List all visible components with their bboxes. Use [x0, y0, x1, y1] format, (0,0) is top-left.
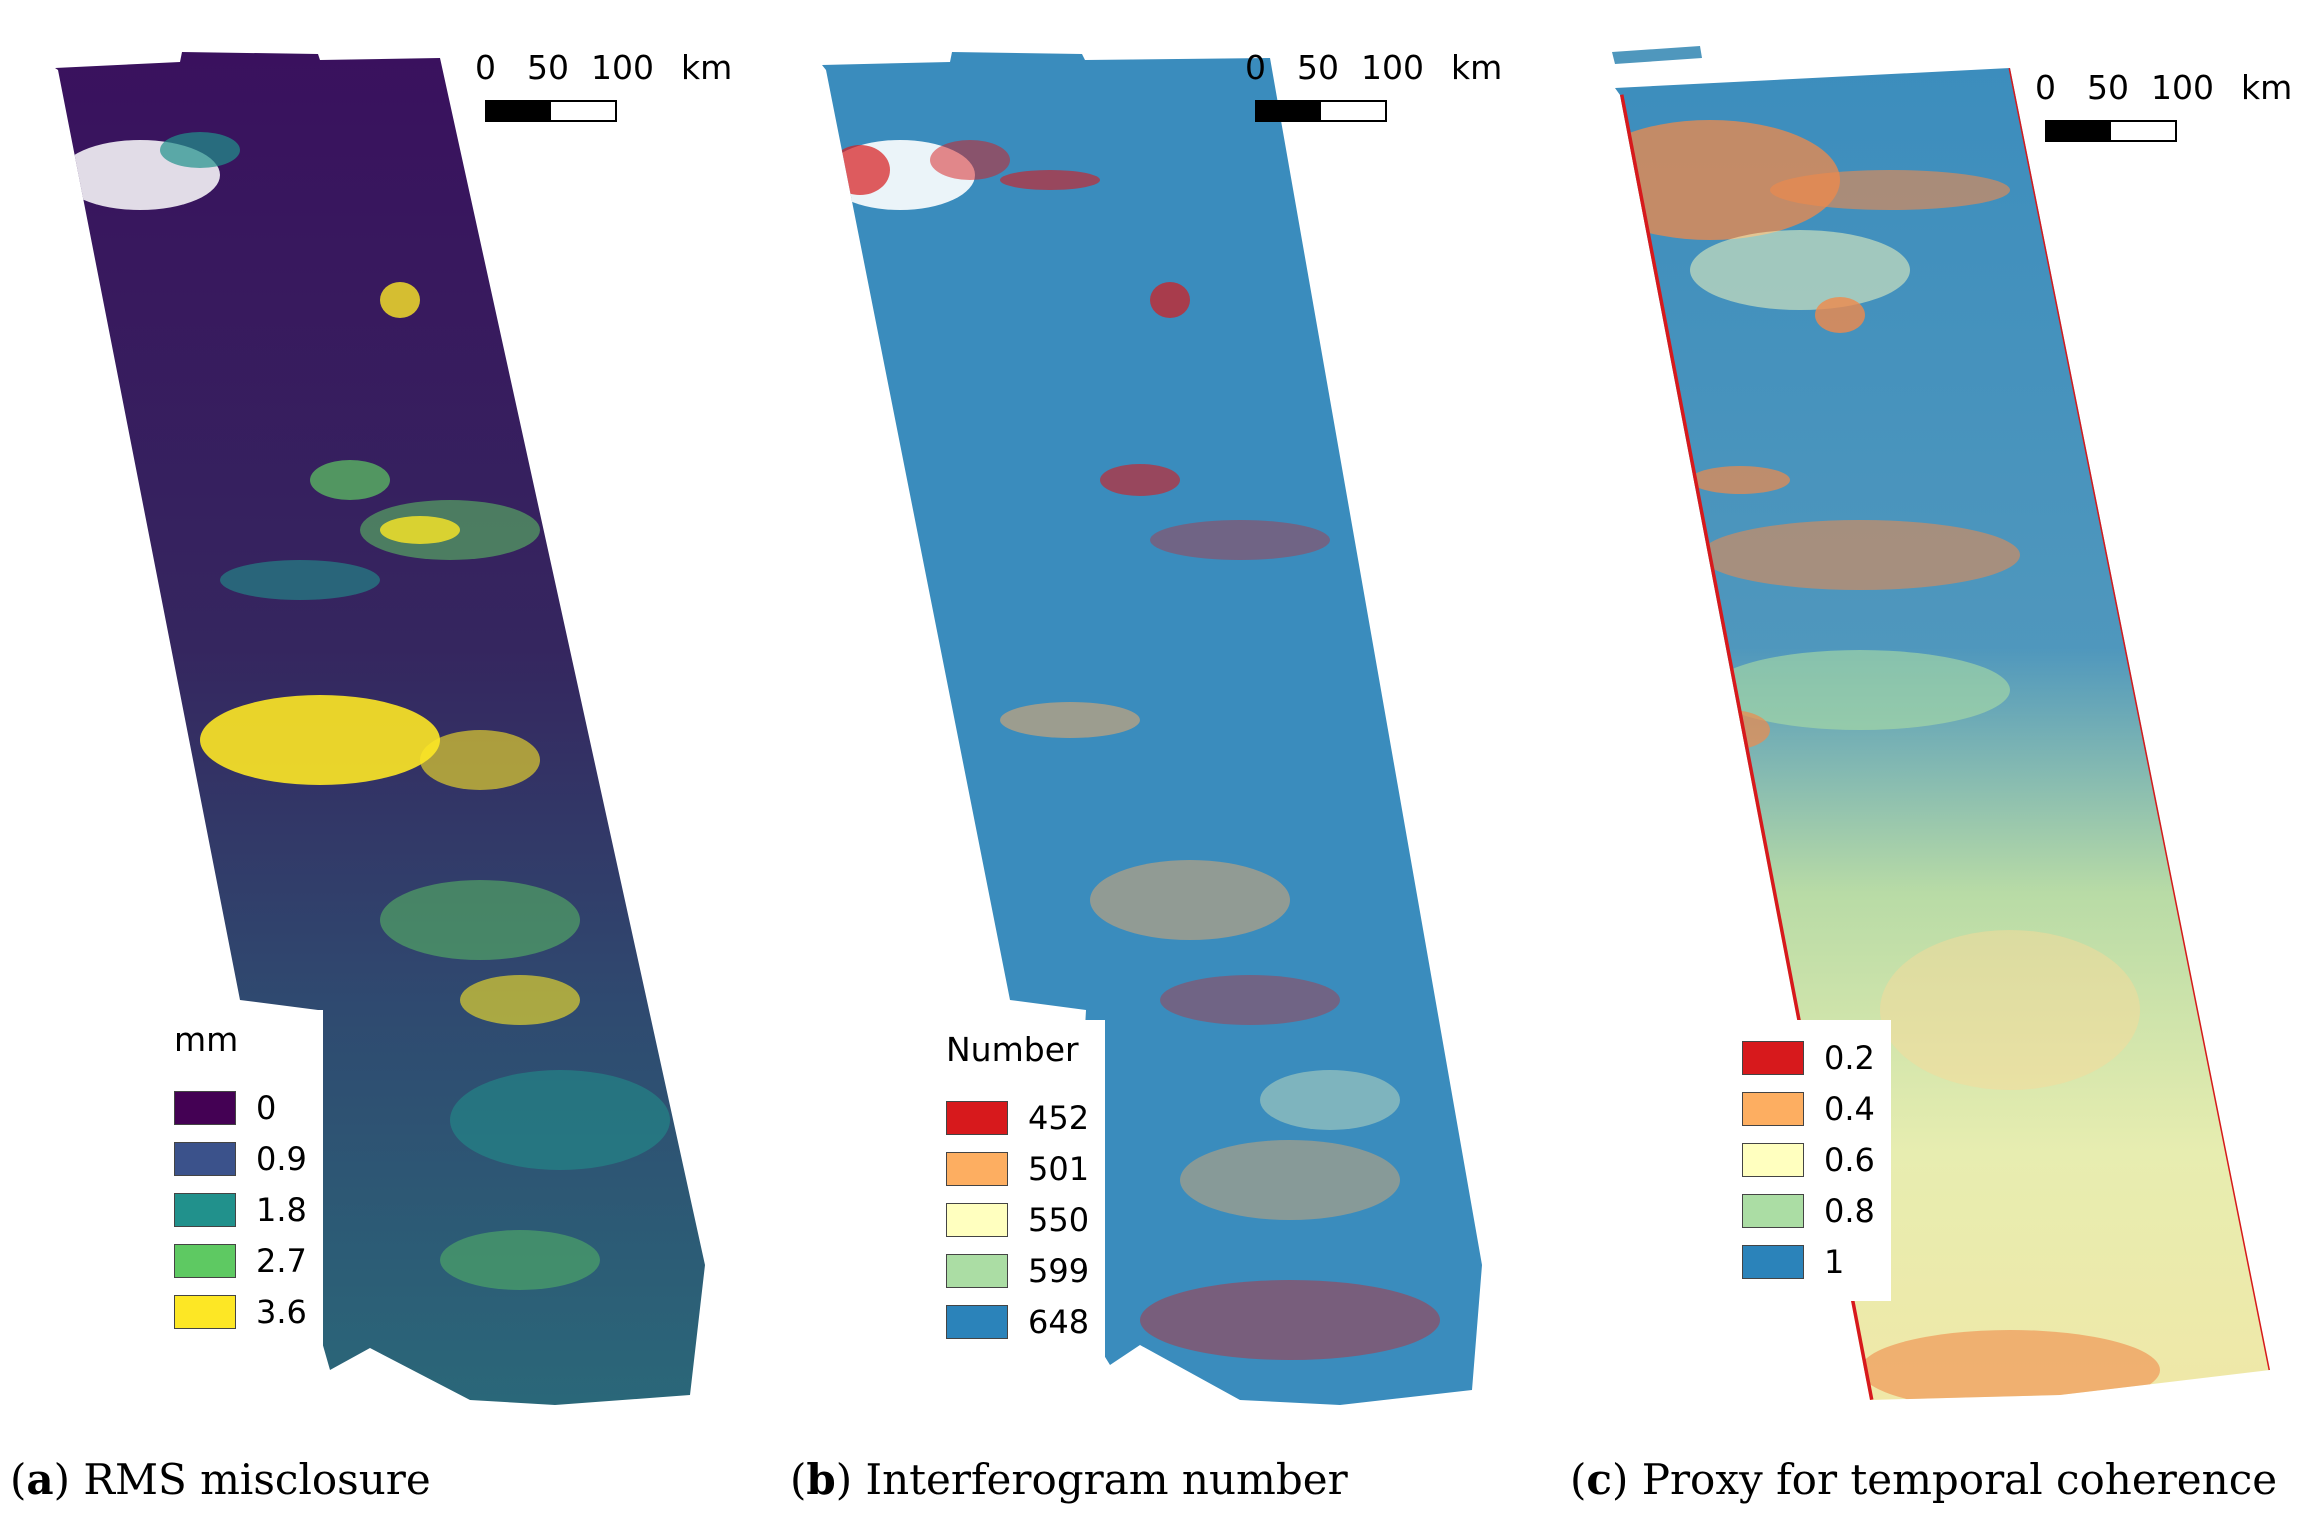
legend-item: 0.2 — [1742, 1032, 1875, 1083]
caption-c: (c) Proxy for temporal coherence — [1570, 1455, 2278, 1504]
scale-label-0: 0 — [1245, 48, 1266, 87]
panel-a: 0 50 100 km mm 0 0.9 1.8 2.7 3.6 (a) RMS… — [0, 0, 770, 1527]
legend-label: 0.8 — [1824, 1191, 1875, 1230]
legend-label: 599 — [1028, 1251, 1090, 1290]
scale-label-50: 50 — [2087, 68, 2129, 107]
legend-swatch — [174, 1090, 236, 1125]
legend-label: 0 — [256, 1088, 277, 1127]
legend-swatch — [174, 1294, 236, 1329]
legend-swatch — [1742, 1244, 1804, 1279]
scale-label-0: 0 — [475, 48, 496, 87]
legend-title: Number — [946, 1030, 1079, 1069]
legend-item: 0.6 — [1742, 1134, 1875, 1185]
legend-label: 501 — [1028, 1149, 1090, 1188]
legend-item: 501 — [946, 1143, 1089, 1194]
legend: 0.2 0.4 0.6 0.8 1 — [1726, 1020, 1891, 1301]
legend-item: 2.7 — [174, 1235, 307, 1286]
legend-label: 0.4 — [1824, 1089, 1875, 1128]
legend-item: 0.4 — [1742, 1083, 1875, 1134]
legend-item: 452 — [946, 1092, 1089, 1143]
caption-text: Proxy for temporal coherence — [1641, 1455, 2278, 1504]
caption-text: Interferogram number — [865, 1455, 1348, 1504]
legend-item: 648 — [946, 1296, 1089, 1347]
panel-c: 0 50 100 km 0.2 0.4 0.6 0.8 1 (c) Proxy … — [1540, 0, 2310, 1527]
legend-item: 550 — [946, 1194, 1089, 1245]
legend-swatch — [174, 1141, 236, 1176]
legend-label: 0.6 — [1824, 1140, 1875, 1179]
caption-a: (a) RMS misclosure — [10, 1455, 431, 1504]
scale-label-unit: km — [2241, 68, 2293, 107]
scale-label-100: 100 — [1361, 48, 1424, 87]
caption-letter: a — [26, 1455, 54, 1504]
scale-labels: 0 50 100 km — [1245, 48, 1515, 88]
legend: Number 452 501 550 599 648 — [930, 1020, 1106, 1361]
scale-bar-graphic — [1255, 100, 1387, 122]
legend-swatch — [946, 1202, 1008, 1237]
legend-swatch — [174, 1192, 236, 1227]
legend-label: 452 — [1028, 1098, 1090, 1137]
legend-item: 0.8 — [1742, 1185, 1875, 1236]
legend-swatch — [1742, 1142, 1804, 1177]
legend-item: 599 — [946, 1245, 1089, 1296]
legend-label: 648 — [1028, 1302, 1090, 1341]
legend-item: 1.8 — [174, 1184, 307, 1235]
legend-swatch — [946, 1151, 1008, 1186]
legend-swatch — [946, 1100, 1008, 1135]
legend-label: 550 — [1028, 1200, 1090, 1239]
map-strip-interferogram-number — [822, 52, 1482, 1405]
scale-label-100: 100 — [2151, 68, 2214, 107]
legend-swatch — [946, 1253, 1008, 1288]
scale-labels: 0 50 100 km — [475, 48, 745, 88]
caption-b: (b) Interferogram number — [790, 1455, 1348, 1504]
map-strip-rms-misclosure — [55, 52, 705, 1405]
scale-label-0: 0 — [2035, 68, 2056, 107]
legend-label: 1 — [1824, 1242, 1845, 1281]
legend-label: 2.7 — [256, 1241, 307, 1280]
scale-label-100: 100 — [591, 48, 654, 87]
caption-letter: b — [806, 1455, 836, 1504]
legend-swatch — [1742, 1091, 1804, 1126]
scale-labels: 0 50 100 km — [2035, 68, 2305, 108]
legend-label: 3.6 — [256, 1292, 307, 1331]
scale-bar-graphic — [485, 100, 617, 122]
legend-label: 1.8 — [256, 1190, 307, 1229]
legend-swatch — [1742, 1040, 1804, 1075]
legend-item: 0 — [174, 1082, 307, 1133]
scale-label-50: 50 — [1297, 48, 1339, 87]
legend-item: 3.6 — [174, 1286, 307, 1337]
legend-swatch — [946, 1304, 1008, 1339]
caption-letter: c — [1586, 1455, 1612, 1504]
legend: mm 0 0.9 1.8 2.7 3.6 — [158, 1010, 323, 1351]
map-strip-temporal-coherence — [1612, 46, 2270, 1400]
legend-title: mm — [174, 1020, 239, 1059]
scale-bar-graphic — [2045, 120, 2177, 142]
scale-label-unit: km — [1451, 48, 1503, 87]
scale-label-unit: km — [681, 48, 733, 87]
legend-item: 1 — [1742, 1236, 1875, 1287]
legend-label: 0.2 — [1824, 1038, 1875, 1077]
legend-swatch — [174, 1243, 236, 1278]
legend-label: 0.9 — [256, 1139, 307, 1178]
caption-text: RMS misclosure — [83, 1455, 431, 1504]
panel-b: 0 50 100 km Number 452 501 550 599 648 (… — [770, 0, 1540, 1527]
scale-label-50: 50 — [527, 48, 569, 87]
legend-swatch — [1742, 1193, 1804, 1228]
legend-item: 0.9 — [174, 1133, 307, 1184]
